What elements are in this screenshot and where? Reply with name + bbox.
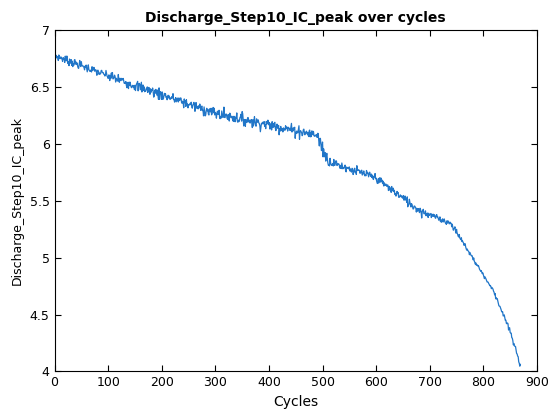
Y-axis label: Discharge_Step10_IC_peak: Discharge_Step10_IC_peak: [11, 116, 24, 286]
X-axis label: Cycles: Cycles: [273, 395, 318, 409]
Title: Discharge_Step10_IC_peak over cycles: Discharge_Step10_IC_peak over cycles: [146, 11, 446, 25]
